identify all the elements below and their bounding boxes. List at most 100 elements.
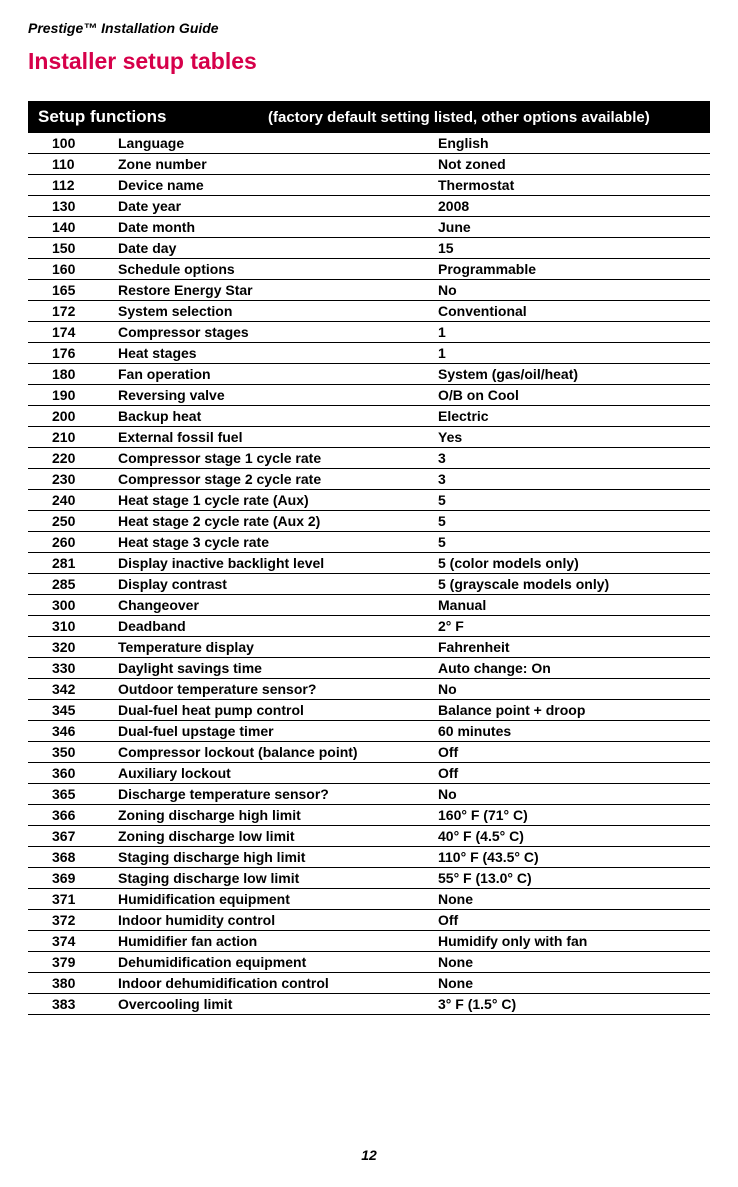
row-value: 15 — [438, 240, 710, 256]
table-row: 140Date monthJune — [28, 217, 710, 238]
table-row: 200Backup heatElectric — [28, 406, 710, 427]
row-value: Off — [438, 765, 710, 781]
table-row: 172System selectionConventional — [28, 301, 710, 322]
row-code: 342 — [28, 681, 118, 697]
row-value: 55° F (13.0° C) — [438, 870, 710, 886]
row-label: Date day — [118, 240, 438, 256]
row-code: 367 — [28, 828, 118, 844]
row-value: None — [438, 954, 710, 970]
row-code: 165 — [28, 282, 118, 298]
row-code: 130 — [28, 198, 118, 214]
table-row: 310Deadband2° F — [28, 616, 710, 637]
row-value: 3 — [438, 450, 710, 466]
row-label: Heat stage 2 cycle rate (Aux 2) — [118, 513, 438, 529]
table-row: 330Daylight savings timeAuto change: On — [28, 658, 710, 679]
row-code: 365 — [28, 786, 118, 802]
table-header-left: Setup functions — [38, 107, 268, 127]
row-label: Compressor stage 1 cycle rate — [118, 450, 438, 466]
row-label: Indoor humidity control — [118, 912, 438, 928]
row-code: 220 — [28, 450, 118, 466]
row-value: Humidify only with fan — [438, 933, 710, 949]
table-row: 350Compressor lockout (balance point)Off — [28, 742, 710, 763]
row-label: Heat stage 1 cycle rate (Aux) — [118, 492, 438, 508]
row-value: 60 minutes — [438, 723, 710, 739]
table-row: 281Display inactive backlight level5 (co… — [28, 553, 710, 574]
row-code: 320 — [28, 639, 118, 655]
row-label: Zone number — [118, 156, 438, 172]
table-row: 176Heat stages1 — [28, 343, 710, 364]
table-row: 165Restore Energy StarNo — [28, 280, 710, 301]
row-value: 2008 — [438, 198, 710, 214]
row-value: Off — [438, 912, 710, 928]
row-value: 2° F — [438, 618, 710, 634]
row-label: Indoor dehumidification control — [118, 975, 438, 991]
row-label: Outdoor temperature sensor? — [118, 681, 438, 697]
row-value: Auto change: On — [438, 660, 710, 676]
row-label: Overcooling limit — [118, 996, 438, 1012]
table-row: 174Compressor stages1 — [28, 322, 710, 343]
row-value: 40° F (4.5° C) — [438, 828, 710, 844]
row-value: 3 — [438, 471, 710, 487]
row-value: Not zoned — [438, 156, 710, 172]
row-label: Deadband — [118, 618, 438, 634]
row-value: Programmable — [438, 261, 710, 277]
row-value: None — [438, 975, 710, 991]
row-code: 200 — [28, 408, 118, 424]
row-label: Dual-fuel upstage timer — [118, 723, 438, 739]
row-code: 140 — [28, 219, 118, 235]
row-value: 5 — [438, 513, 710, 529]
row-label: Humidification equipment — [118, 891, 438, 907]
table-row: 260Heat stage 3 cycle rate5 — [28, 532, 710, 553]
table-row: 160Schedule optionsProgrammable — [28, 259, 710, 280]
row-code: 366 — [28, 807, 118, 823]
row-code: 176 — [28, 345, 118, 361]
table-row: 366Zoning discharge high limit160° F (71… — [28, 805, 710, 826]
row-code: 379 — [28, 954, 118, 970]
table-row: 285Display contrast5 (grayscale models o… — [28, 574, 710, 595]
table-row: 365Discharge temperature sensor?No — [28, 784, 710, 805]
row-value: 160° F (71° C) — [438, 807, 710, 823]
row-label: Schedule options — [118, 261, 438, 277]
row-code: 380 — [28, 975, 118, 991]
row-code: 360 — [28, 765, 118, 781]
row-value: 1 — [438, 324, 710, 340]
row-label: Language — [118, 135, 438, 151]
row-code: 260 — [28, 534, 118, 550]
row-value: 5 — [438, 492, 710, 508]
page-number: 12 — [0, 1147, 738, 1163]
row-value: 5 — [438, 534, 710, 550]
row-value: 3° F (1.5° C) — [438, 996, 710, 1012]
row-value: 5 (grayscale models only) — [438, 576, 710, 592]
row-value: None — [438, 891, 710, 907]
row-value: Manual — [438, 597, 710, 613]
row-label: Staging discharge high limit — [118, 849, 438, 865]
row-value: Electric — [438, 408, 710, 424]
row-label: Dehumidification equipment — [118, 954, 438, 970]
document-header: Prestige™ Installation Guide — [28, 20, 710, 36]
row-code: 368 — [28, 849, 118, 865]
row-code: 174 — [28, 324, 118, 340]
table-row: 180Fan operationSystem (gas/oil/heat) — [28, 364, 710, 385]
table-row: 379Dehumidification equipmentNone — [28, 952, 710, 973]
row-label: Heat stage 3 cycle rate — [118, 534, 438, 550]
table-header-right: (factory default setting listed, other o… — [268, 109, 650, 126]
row-label: Reversing valve — [118, 387, 438, 403]
table-row: 346Dual-fuel upstage timer60 minutes — [28, 721, 710, 742]
row-code: 350 — [28, 744, 118, 760]
table-row: 112Device nameThermostat — [28, 175, 710, 196]
row-code: 172 — [28, 303, 118, 319]
row-label: Compressor lockout (balance point) — [118, 744, 438, 760]
row-label: Humidifier fan action — [118, 933, 438, 949]
row-code: 372 — [28, 912, 118, 928]
table-row: 367Zoning discharge low limit40° F (4.5°… — [28, 826, 710, 847]
table-row: 210External fossil fuelYes — [28, 427, 710, 448]
table-row: 372Indoor humidity controlOff — [28, 910, 710, 931]
table-row: 130Date year2008 — [28, 196, 710, 217]
row-code: 230 — [28, 471, 118, 487]
row-value: Conventional — [438, 303, 710, 319]
row-value: 110° F (43.5° C) — [438, 849, 710, 865]
table-row: 368Staging discharge high limit110° F (4… — [28, 847, 710, 868]
row-code: 160 — [28, 261, 118, 277]
row-value: O/B on Cool — [438, 387, 710, 403]
setup-table: Setup functions (factory default setting… — [28, 101, 710, 1015]
